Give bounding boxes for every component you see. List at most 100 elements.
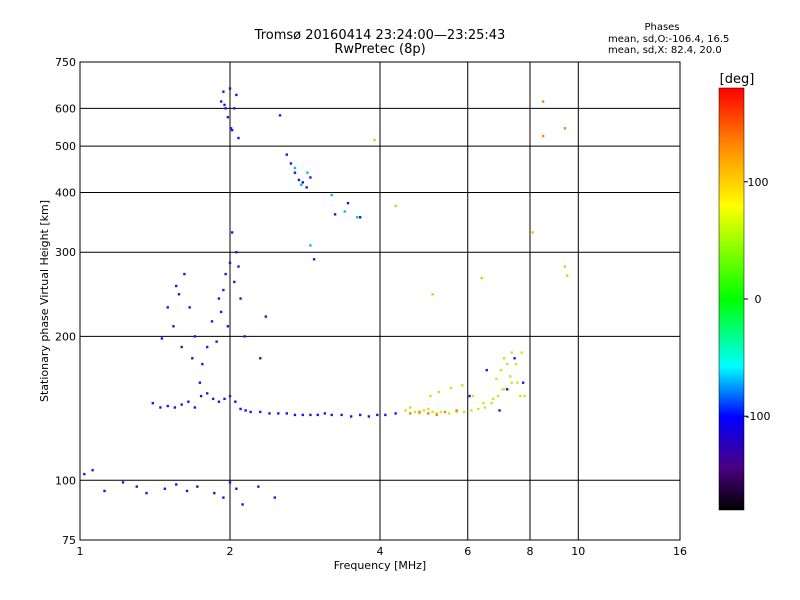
data-point bbox=[563, 127, 567, 130]
data-point bbox=[293, 171, 297, 174]
data-point bbox=[91, 468, 94, 472]
data-point bbox=[482, 401, 485, 405]
data-point bbox=[241, 503, 244, 506]
data-point bbox=[83, 472, 86, 476]
data-point bbox=[510, 381, 513, 384]
data-point bbox=[431, 410, 434, 414]
colorbar-tick-label: 100 bbox=[748, 176, 769, 189]
data-point bbox=[224, 272, 227, 276]
x-axis-label: Frequency [MHz] bbox=[334, 559, 426, 572]
data-point bbox=[223, 397, 226, 401]
data-point bbox=[166, 306, 169, 309]
data-point bbox=[289, 162, 293, 165]
data-point bbox=[234, 400, 237, 403]
data-point bbox=[394, 412, 397, 415]
data-point bbox=[340, 413, 343, 417]
data-point bbox=[468, 394, 471, 398]
data-point bbox=[217, 297, 221, 300]
grid-lines bbox=[80, 62, 680, 540]
data-point bbox=[213, 491, 216, 495]
data-point bbox=[121, 481, 125, 484]
data-point bbox=[285, 153, 288, 156]
x-tick-label: 8 bbox=[527, 545, 534, 558]
data-point bbox=[224, 107, 227, 110]
data-point bbox=[228, 87, 232, 90]
data-point bbox=[180, 403, 183, 406]
data-point bbox=[219, 100, 223, 103]
data-point bbox=[222, 496, 225, 499]
data-point bbox=[427, 412, 430, 415]
data-point bbox=[244, 409, 247, 412]
data-point bbox=[343, 210, 347, 213]
data-point bbox=[264, 315, 268, 318]
data-point bbox=[413, 410, 417, 414]
data-point bbox=[193, 335, 197, 338]
data-point bbox=[135, 485, 138, 488]
data-point bbox=[418, 412, 421, 415]
colorbar-tick-label: 0 bbox=[755, 293, 762, 306]
data-point bbox=[293, 413, 297, 417]
data-point bbox=[384, 413, 387, 417]
data-point bbox=[523, 394, 526, 398]
data-point bbox=[516, 381, 519, 384]
data-point bbox=[175, 483, 178, 486]
data-point bbox=[470, 409, 473, 412]
data-point bbox=[193, 406, 197, 409]
data-point bbox=[180, 345, 183, 349]
data-point bbox=[159, 406, 162, 409]
data-point bbox=[541, 100, 545, 103]
data-point bbox=[229, 127, 233, 130]
data-point bbox=[301, 413, 305, 417]
data-point bbox=[196, 485, 199, 488]
data-point bbox=[437, 390, 441, 394]
data-point bbox=[429, 394, 432, 398]
data-point bbox=[243, 335, 246, 338]
data-point bbox=[228, 394, 232, 398]
colorbar-tick-label: -100 bbox=[746, 410, 771, 423]
y-tick-label: 400 bbox=[55, 186, 76, 199]
colorbar-label: [deg] bbox=[720, 72, 755, 87]
data-point bbox=[237, 136, 240, 140]
data-points bbox=[83, 87, 569, 506]
data-point bbox=[355, 216, 359, 219]
data-point bbox=[439, 410, 443, 414]
chart-subtitle: RwPretec (8p) bbox=[334, 42, 425, 57]
data-point bbox=[418, 410, 421, 414]
y-tick-labels: 75 100 200 300 400 500 600 750 bbox=[55, 56, 76, 547]
phase-info-x: mean, sd,X: 82.4, 20.0 bbox=[608, 45, 722, 56]
data-point bbox=[409, 406, 412, 409]
data-point bbox=[277, 412, 280, 415]
data-point bbox=[268, 412, 271, 415]
data-point bbox=[394, 204, 397, 208]
x-tick-label: 1 bbox=[77, 545, 84, 558]
data-point bbox=[563, 265, 567, 268]
data-point bbox=[508, 375, 512, 378]
y-tick-label: 750 bbox=[55, 56, 76, 69]
data-point bbox=[191, 357, 194, 360]
data-point bbox=[531, 231, 534, 234]
data-point bbox=[166, 404, 169, 408]
data-point bbox=[455, 409, 458, 412]
data-point bbox=[228, 481, 232, 484]
data-point bbox=[226, 115, 230, 119]
data-point bbox=[177, 293, 181, 296]
data-point bbox=[175, 284, 178, 288]
data-point bbox=[278, 114, 282, 117]
data-point bbox=[435, 413, 438, 417]
y-axis-label: Stationary phase Virtual Height [km] bbox=[38, 200, 51, 402]
phase-info: Phases mean, sd,O:-106.4, 16.5 mean, sd,… bbox=[608, 22, 729, 56]
data-point bbox=[462, 410, 466, 414]
data-point bbox=[501, 388, 504, 391]
data-point bbox=[228, 261, 232, 265]
data-point bbox=[349, 415, 353, 418]
data-point bbox=[498, 409, 501, 412]
data-point bbox=[285, 412, 288, 415]
data-point bbox=[520, 351, 523, 354]
data-point bbox=[323, 412, 327, 415]
data-point bbox=[215, 340, 218, 343]
data-point bbox=[235, 93, 238, 97]
y-tick-label: 100 bbox=[55, 474, 76, 487]
data-point bbox=[160, 337, 164, 340]
data-point bbox=[435, 412, 438, 415]
data-point bbox=[273, 496, 276, 499]
